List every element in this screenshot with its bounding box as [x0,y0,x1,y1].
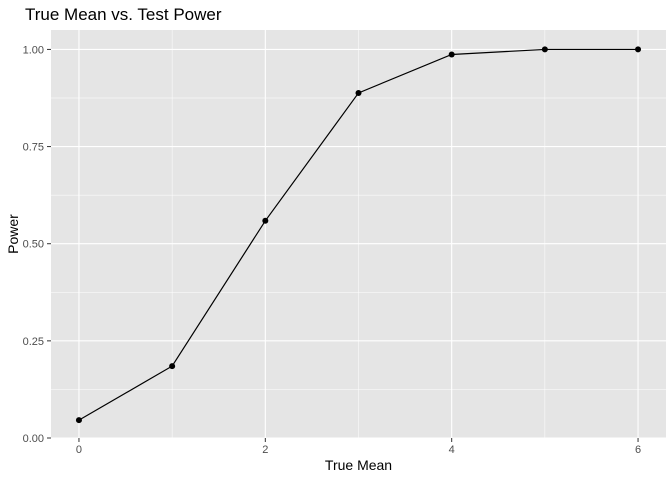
chart-title: True Mean vs. Test Power [25,5,222,24]
major-gridlines [51,30,666,439]
y-tick-label: 0.00 [23,433,44,445]
x-tick-label: 0 [76,444,82,456]
axes: 0 2 4 6 0.00 0.25 0.50 0.75 1.00 [23,44,642,456]
series-power [75,46,642,424]
x-tick-label: 4 [449,444,455,456]
x-tick-label: 6 [635,444,641,456]
y-tick-label: 0.50 [23,239,44,251]
data-point [355,89,362,96]
data-point [635,46,642,53]
y-tick-label: 1.00 [23,44,44,56]
data-point [448,51,455,58]
data-point [541,46,548,53]
data-point [169,363,176,370]
y-tick-label: 0.75 [23,142,44,154]
data-point [262,217,269,224]
minor-gridlines [51,30,666,438]
y-axis-title: Power [5,214,21,254]
data-point [75,417,82,424]
y-tick-label: 0.25 [23,336,44,348]
x-tick-label: 2 [262,444,268,456]
x-axis-title: True Mean [325,457,392,473]
